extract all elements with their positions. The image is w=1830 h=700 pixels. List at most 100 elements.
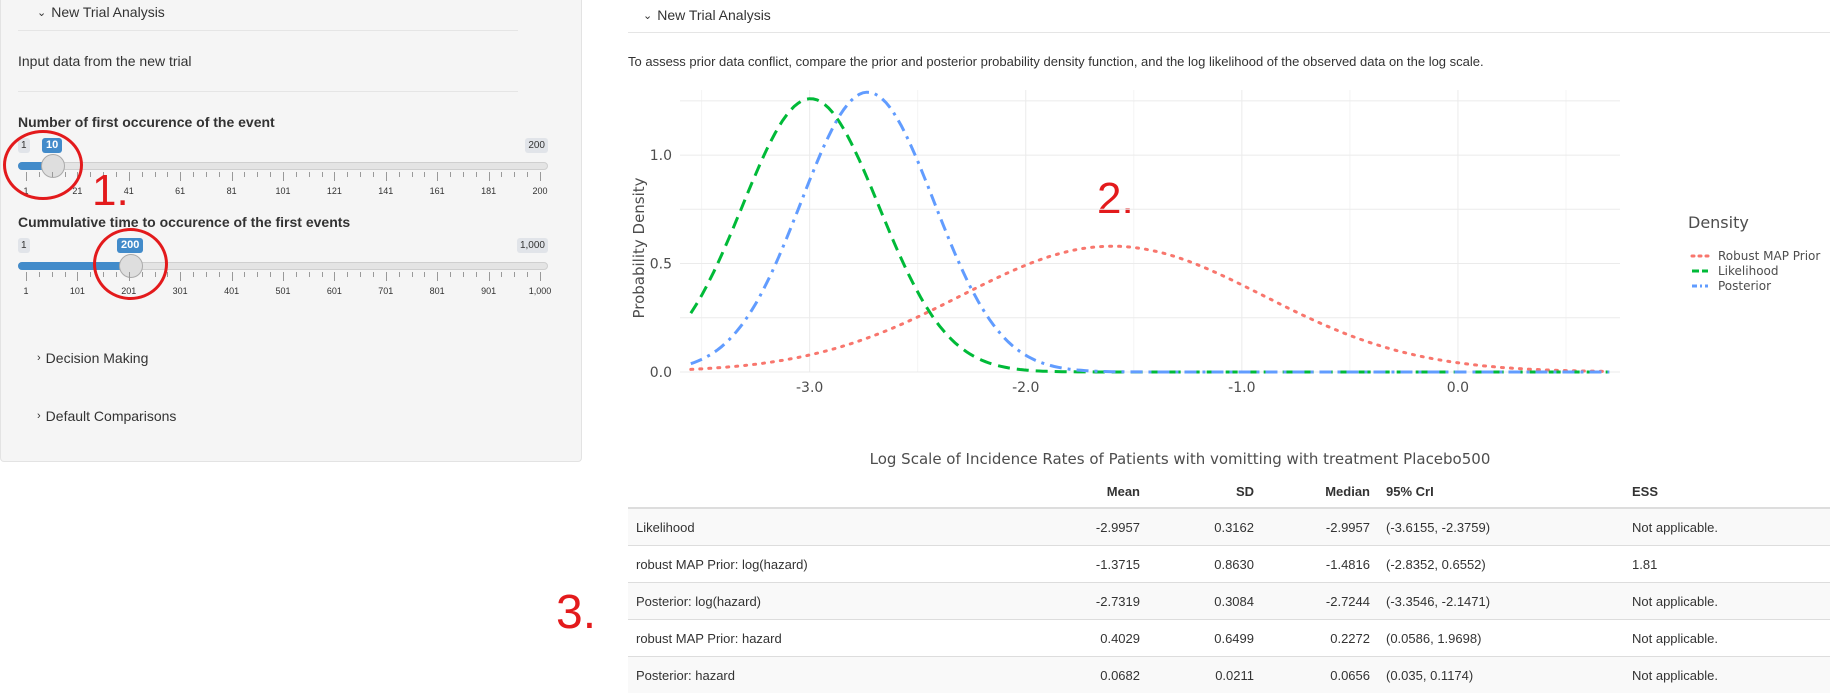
chart-curves [689, 90, 1611, 374]
cell-ess: Not applicable. [1624, 507, 1830, 546]
table-row: Likelihood -2.9957 0.3162 -2.9957 (-3.6155, … [628, 507, 1830, 546]
annotation-number-3: 3. [556, 586, 597, 639]
slider-tick [334, 272, 336, 281]
slider-tick [244, 272, 246, 277]
chevron-down-icon: ⌄ [37, 6, 47, 19]
slider-tick [308, 172, 310, 177]
slider-tick [488, 272, 490, 281]
slider-tick [475, 172, 477, 177]
annotation-circle-1 [3, 130, 83, 200]
slider-tick-label: 1 [23, 286, 29, 296]
slider-tick [141, 172, 143, 177]
annotation-circle-2 [93, 228, 168, 300]
slider-tick-label: 801 [429, 286, 445, 296]
legend-entry: Posterior [1718, 279, 1771, 293]
slider-tick [90, 172, 92, 177]
slider-tick [321, 272, 323, 277]
summary-table: Mean SD Median 95% CrI ESS Likelihood -2.… [628, 475, 1830, 693]
cell-label: Likelihood [628, 507, 1032, 546]
table-body: Likelihood -2.9957 0.3162 -2.9957 (-3.6155, … [628, 507, 1830, 693]
slider-tick [26, 272, 27, 281]
slider-tick [475, 272, 477, 277]
col-header-ess: ESS [1624, 475, 1830, 509]
slider-tick [180, 272, 182, 281]
slider-tick [51, 272, 53, 277]
chart-grid [680, 90, 1620, 373]
slider-tick [450, 172, 452, 177]
slider-tick [218, 172, 220, 177]
chart-description: To assess prior data conflict, compare t… [628, 54, 1484, 69]
cell-ess: Not applicable. [1624, 582, 1830, 620]
slider-tick-label: 901 [481, 286, 497, 296]
slider-tick-label: 501 [275, 286, 291, 296]
slider-tick-label: 101 [69, 286, 85, 296]
slider-tick [501, 172, 503, 177]
legend-entry: Likelihood [1718, 264, 1779, 278]
cell-mean: -2.9957 [1032, 507, 1148, 546]
slider-tick [103, 172, 105, 177]
slider-tick [360, 272, 362, 277]
chevron-right-icon: › [37, 352, 41, 364]
main-panel-header: ⌄ New Trial Analysis [628, 0, 1830, 33]
slider-tick [450, 272, 452, 277]
cell-median: 0.2272 [1262, 619, 1378, 657]
default-comparisons-toggle[interactable]: › Default Comparisons [37, 408, 176, 424]
slider-tick [424, 272, 426, 277]
input-data-text: Input data from the new trial [18, 53, 192, 69]
slider-tick-label: 101 [275, 186, 291, 196]
main-new-trial-toggle[interactable]: ⌄ New Trial Analysis [643, 7, 771, 23]
slider-tick [283, 272, 284, 281]
cell-ess: Not applicable. [1624, 619, 1830, 657]
slider-tick [64, 272, 66, 277]
y-tick-label: 0.5 [650, 257, 672, 273]
slider-tick-label: 1,000 [528, 286, 552, 296]
slider-tick [77, 272, 79, 281]
slider2-min-label: 1 [18, 238, 30, 253]
slider1-max-label: 200 [525, 138, 548, 153]
cell-cri: (-2.8352, 0.6552) [1378, 545, 1624, 583]
slider-tick [231, 172, 233, 181]
x-tick-label: 0.0 [1447, 380, 1469, 396]
cell-cri: (-3.3546, -2.1471) [1378, 582, 1624, 620]
cell-label: robust MAP Prior: hazard [628, 619, 1032, 657]
slider-tick [257, 172, 259, 177]
slider-tick [385, 272, 387, 281]
cell-sd: 0.3162 [1148, 507, 1262, 546]
new-trial-analysis-toggle[interactable]: ⌄ New Trial Analysis [37, 4, 165, 20]
slider2-max-label: 1,000 [516, 238, 548, 253]
divider [628, 32, 1830, 33]
slider-tick [501, 272, 503, 277]
y-tick-label: 0.0 [650, 365, 672, 381]
slider1-label: Number of first occurence of the event [18, 114, 275, 130]
cell-median: -2.7244 [1262, 582, 1378, 620]
slider-tick [385, 172, 387, 181]
table-header-row: Mean SD Median 95% CrI ESS [628, 475, 1830, 509]
slider-tick-label: 181 [481, 186, 497, 196]
slider-tick-label: 81 [226, 186, 237, 196]
slider-tick [514, 272, 516, 277]
cell-cri: (0.035, 0.1174) [1378, 656, 1624, 693]
new-trial-analysis-label: New Trial Analysis [51, 4, 165, 20]
x-tick-label: -3.0 [796, 380, 823, 396]
default-comparisons-label: Default Comparisons [45, 408, 177, 424]
sidebar-panel: ⌄ New Trial Analysis Input data from the… [0, 0, 582, 462]
slider-tick-label: 601 [326, 286, 342, 296]
slider-tick [180, 172, 182, 181]
slider-tick [462, 272, 464, 277]
cell-sd: 0.6499 [1148, 619, 1262, 657]
slider-tick [372, 172, 374, 177]
cell-sd: 0.3084 [1148, 582, 1262, 620]
slider-tick [283, 172, 284, 181]
divider [18, 91, 518, 92]
slider-tick [424, 172, 426, 177]
slider-tick-label: 121 [326, 186, 342, 196]
slider-tick [270, 172, 272, 177]
slider-tick-label: 301 [172, 286, 188, 296]
decision-making-toggle[interactable]: › Decision Making [37, 350, 148, 366]
slider-tick [334, 172, 336, 181]
slider-tick-label: 701 [378, 286, 394, 296]
cell-mean: -2.7319 [1032, 582, 1148, 620]
cell-sd: 0.8630 [1148, 545, 1262, 583]
cell-mean: 0.4029 [1032, 619, 1148, 657]
col-header-median: Median [1262, 475, 1378, 509]
